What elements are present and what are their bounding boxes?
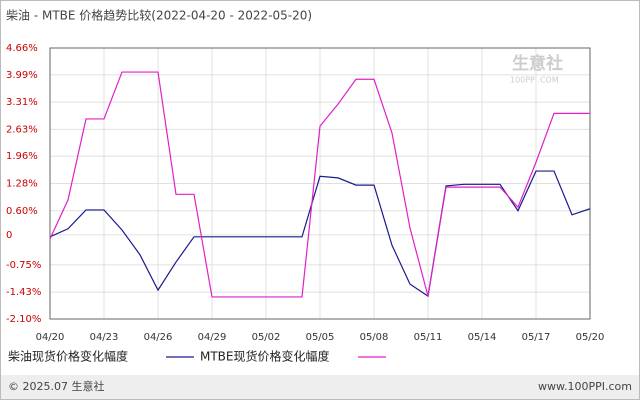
- x-tick-label: 05/05: [306, 332, 335, 343]
- series-line: [49, 71, 590, 298]
- footer-right: www.100PPI.com: [538, 380, 632, 393]
- footer-bar: [1, 375, 639, 399]
- y-tick-label: -0.75%: [6, 260, 41, 271]
- x-tick-label: 05/17: [522, 332, 551, 343]
- footer-left: © 2025.07 生意社: [8, 379, 104, 393]
- y-tick-label: 1.28%: [6, 179, 38, 190]
- y-tick-label: 0: [6, 230, 12, 241]
- x-tick-label: 05/20: [576, 332, 605, 343]
- x-tick-label: 05/02: [252, 332, 281, 343]
- x-tick-label: 05/11: [414, 332, 443, 343]
- x-tick-label: 04/29: [198, 332, 227, 343]
- watermark: 100PPI.COM: [510, 76, 559, 85]
- y-tick-label: 3.31%: [6, 97, 38, 108]
- legend-label: MTBE现货价格变化幅度: [200, 349, 330, 364]
- chart-title: 柴油 - MTBE 价格趋势比较(2022-04-20 - 2022-05-20…: [6, 8, 312, 23]
- x-tick-label: 04/23: [90, 332, 119, 343]
- plot-border: [49, 47, 591, 320]
- y-tick-label: 4.66%: [6, 43, 38, 54]
- x-tick-label: 04/20: [36, 332, 65, 343]
- legend-label: 柴油现货价格变化幅度: [8, 349, 128, 364]
- y-tick-label: 1.96%: [6, 151, 38, 162]
- y-tick-label: 0.60%: [6, 206, 38, 217]
- x-tick-label: 04/26: [144, 332, 173, 343]
- x-tick-label: 05/08: [360, 332, 389, 343]
- series-line: [49, 170, 591, 298]
- y-tick-label: 2.63%: [6, 124, 38, 135]
- watermark: 生意社: [512, 53, 563, 74]
- y-tick-label: -2.10%: [6, 314, 41, 325]
- y-tick-label: -1.43%: [6, 287, 41, 298]
- x-tick-label: 05/14: [468, 332, 497, 343]
- y-tick-label: 3.99%: [6, 70, 38, 81]
